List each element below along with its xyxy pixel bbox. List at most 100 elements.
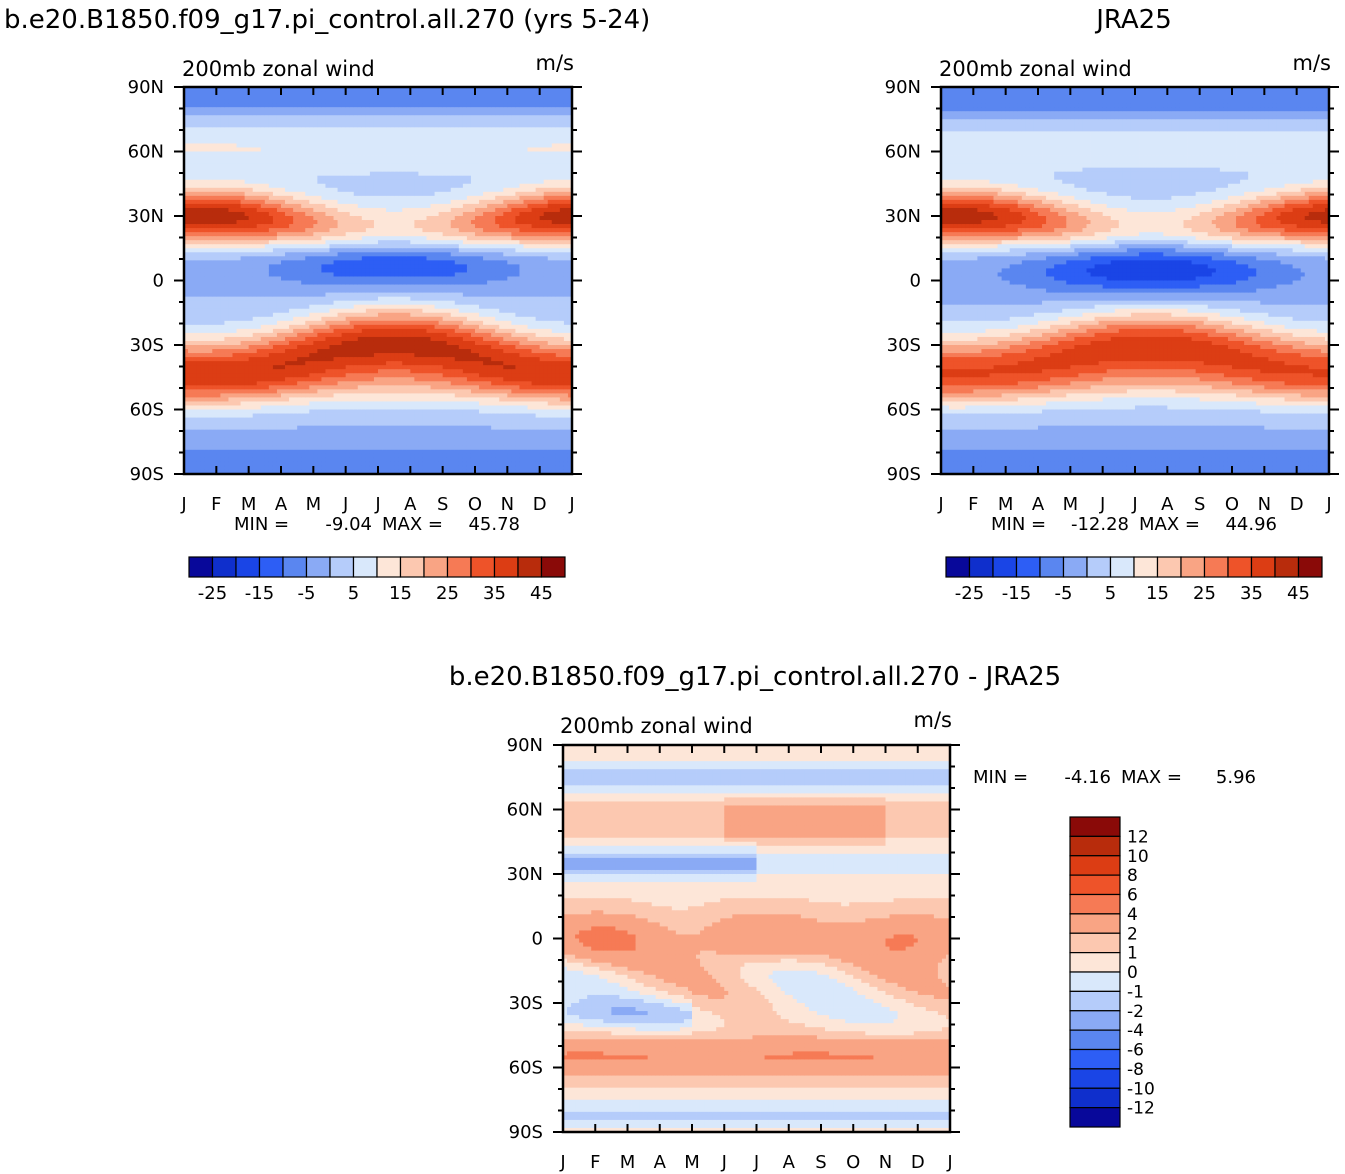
field-cell — [257, 256, 261, 260]
field-cell — [192, 248, 196, 252]
field-cell — [370, 240, 374, 244]
field-cell — [233, 353, 237, 357]
field-cell — [354, 244, 358, 248]
field-cell — [321, 240, 325, 244]
field-cell — [188, 164, 192, 168]
field-cell — [196, 418, 200, 422]
field-cell — [293, 180, 297, 184]
field-cell — [265, 466, 269, 470]
field-cell — [265, 111, 269, 115]
field-cell — [321, 466, 325, 470]
field-cell — [257, 240, 261, 244]
field-cell — [305, 446, 309, 450]
field-cell — [204, 333, 208, 337]
field-cell — [330, 438, 334, 442]
field-cell — [338, 349, 342, 353]
field-cell — [293, 143, 297, 147]
field-cell — [269, 357, 273, 361]
field-cell — [200, 450, 204, 454]
field-cell — [196, 99, 200, 103]
field-cell — [196, 293, 200, 297]
field-cell — [378, 260, 382, 264]
field-cell — [220, 208, 224, 212]
field-cell — [249, 418, 253, 422]
field-cell — [265, 321, 269, 325]
field-cell — [317, 176, 321, 180]
field-cell — [204, 139, 208, 143]
field-cell — [342, 224, 346, 228]
field-cell — [354, 248, 358, 252]
field-cell — [317, 268, 321, 272]
field-cell — [386, 369, 390, 373]
field-cell — [237, 244, 241, 248]
field-cell — [245, 462, 249, 466]
field-cell — [216, 454, 220, 458]
field-cell — [354, 212, 358, 216]
field-cell — [346, 156, 350, 160]
field-cell — [370, 357, 374, 361]
field-cell — [241, 176, 245, 180]
field-cell — [233, 405, 237, 409]
field-cell — [228, 349, 232, 353]
field-cell — [216, 103, 220, 107]
field-cell — [192, 462, 196, 466]
field-cell — [366, 244, 370, 248]
field-cell — [338, 454, 342, 458]
field-cell — [188, 111, 192, 115]
field-cell — [350, 293, 354, 297]
field-cell — [370, 446, 374, 450]
field-cell — [354, 309, 358, 313]
field-cell — [325, 168, 329, 172]
field-cell — [317, 272, 321, 276]
field-cell — [362, 442, 366, 446]
field-cell — [366, 268, 370, 272]
field-cell — [257, 422, 261, 426]
field-cell — [257, 361, 261, 365]
field-cell — [325, 430, 329, 434]
field-cell — [249, 268, 253, 272]
field-cell — [285, 442, 289, 446]
field-cell — [192, 268, 196, 272]
field-cell — [325, 313, 329, 317]
field-cell — [386, 131, 390, 135]
field-cell — [362, 410, 366, 414]
field-cell — [305, 176, 309, 180]
field-cell — [245, 276, 249, 280]
field-cell — [293, 240, 297, 244]
field-cell — [390, 143, 394, 147]
field-cell — [273, 349, 277, 353]
field-cell — [382, 313, 386, 317]
field-cell — [334, 103, 338, 107]
field-cell — [188, 309, 192, 313]
field-cell — [257, 337, 261, 341]
field-cell — [228, 268, 232, 272]
field-cell — [325, 131, 329, 135]
field-cell — [342, 385, 346, 389]
field-cell — [237, 123, 241, 127]
field-cell — [321, 422, 325, 426]
field-cell — [277, 325, 281, 329]
field-cell — [261, 325, 265, 329]
field-cell — [289, 99, 293, 103]
field-cell — [261, 309, 265, 313]
field-cell — [277, 212, 281, 216]
field-cell — [346, 164, 350, 168]
field-cell — [285, 240, 289, 244]
field-cell — [338, 361, 342, 365]
field-cell — [273, 184, 277, 188]
field-cell — [196, 91, 200, 95]
field-cell — [269, 268, 273, 272]
field-cell — [338, 119, 342, 123]
field-cell — [228, 422, 232, 426]
field-cell — [346, 135, 350, 139]
field-cell — [301, 285, 305, 289]
field-cell — [220, 393, 224, 397]
field-cell — [317, 454, 321, 458]
field-cell — [354, 184, 358, 188]
field-cell — [350, 434, 354, 438]
field-cell — [188, 353, 192, 357]
field-cell — [196, 188, 200, 192]
field-cell — [313, 405, 317, 409]
field-cell — [233, 107, 237, 111]
field-cell — [366, 297, 370, 301]
